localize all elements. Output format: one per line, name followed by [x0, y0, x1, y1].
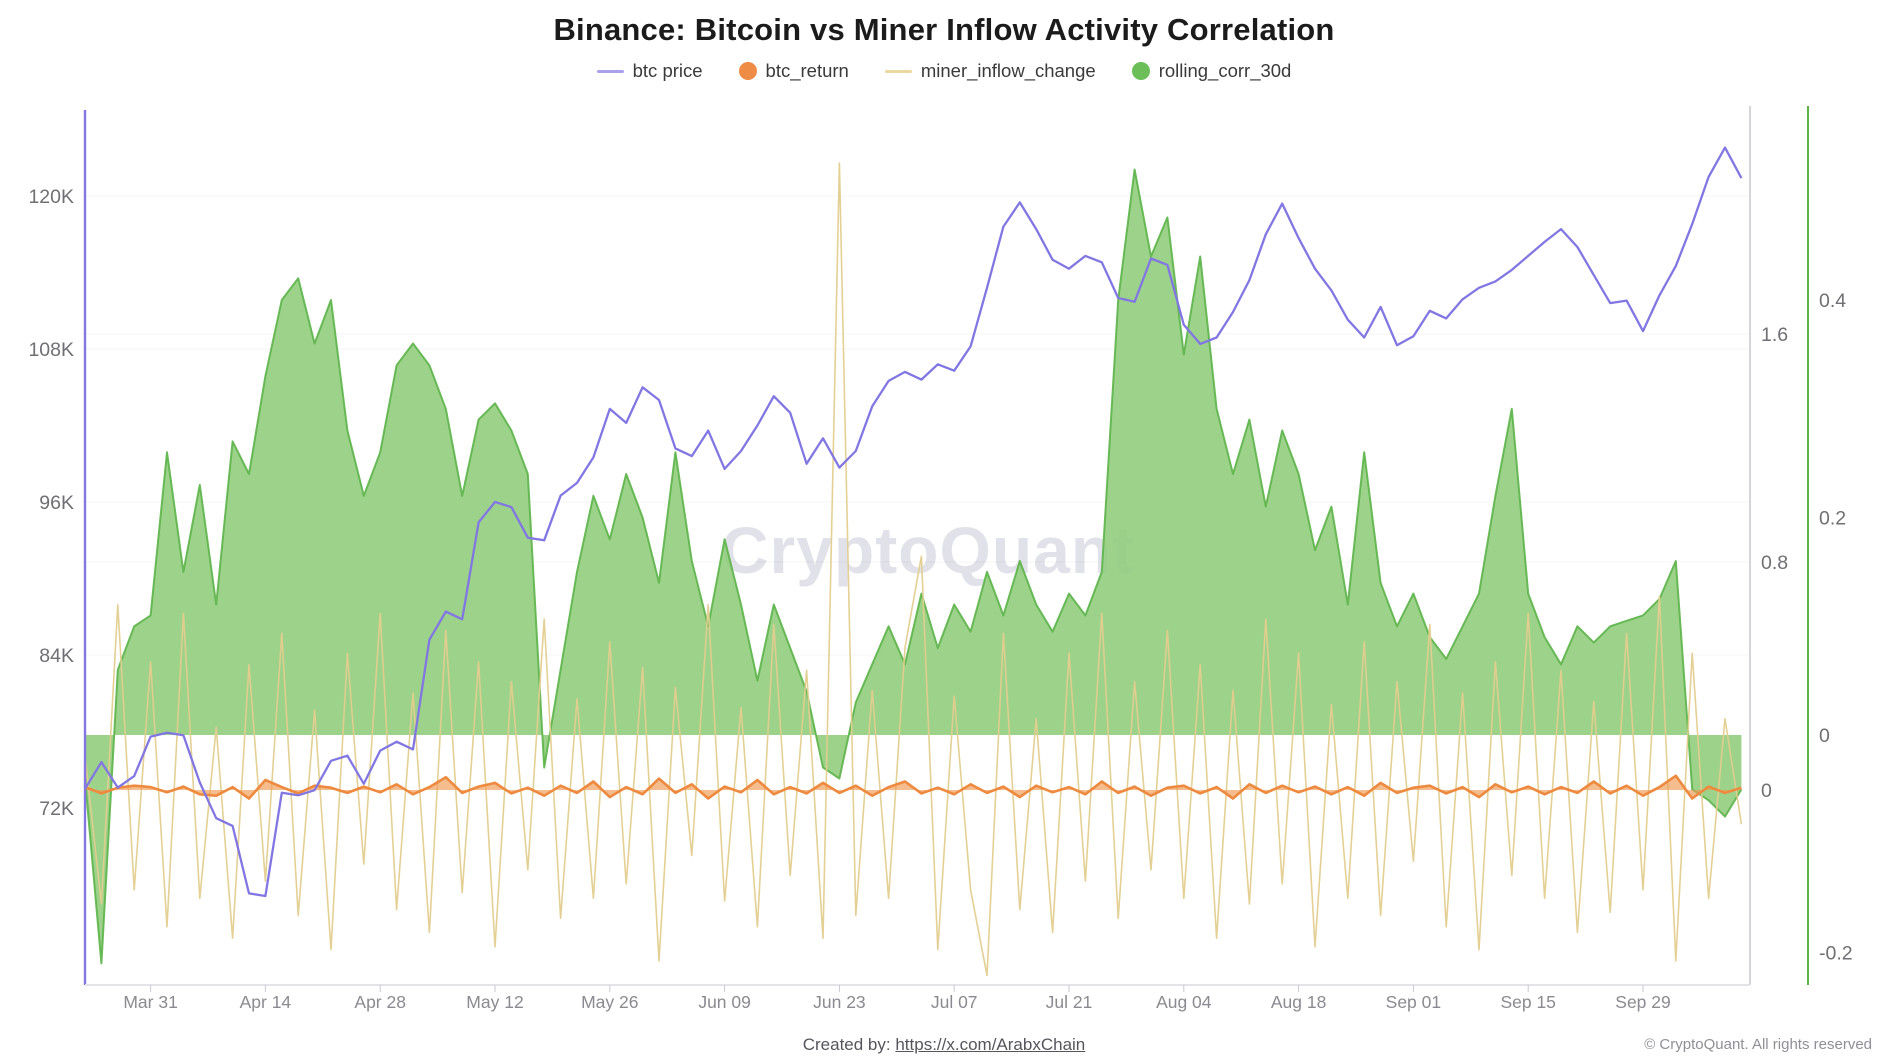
miner-inflow-line: [85, 162, 1743, 977]
btc-price-line: [85, 146, 1743, 898]
x-axis-tick-label: May 26: [581, 992, 638, 1012]
x-axis-tick-label: Aug 04: [1156, 992, 1212, 1012]
left-axis-tick-label: 108K: [28, 339, 74, 361]
left-axis-tick-label: 84K: [39, 645, 74, 667]
x-axis-tick-label: Jun 23: [813, 992, 866, 1012]
x-axis-tick-label: Mar 31: [123, 992, 177, 1012]
right-inner-axis-tick-label: 0.8: [1761, 552, 1788, 574]
right-outer-axis-tick-label: 0: [1819, 725, 1830, 747]
legend-item-btc-return[interactable]: btc_return: [738, 60, 849, 82]
right-outer-axis-tick-label: 0.4: [1819, 290, 1846, 312]
legend-item-rolling-corr-30d[interactable]: rolling_corr_30d: [1131, 60, 1292, 82]
legend-item-miner-inflow-change[interactable]: miner_inflow_change: [884, 60, 1096, 82]
btc-price-swatch-icon: [596, 69, 624, 73]
rolling-corr-30d-swatch-icon: [1131, 62, 1150, 80]
footer-copyright: © CryptoQuant. All rights reserved: [1644, 1036, 1872, 1053]
left-axis-labels: 72K 84K 96K 108K 120K: [28, 186, 74, 820]
left-axis-tick-label: 72K: [39, 798, 74, 820]
x-axis-tick-label: Jul 21: [1046, 992, 1093, 1012]
footer-link[interactable]: https://x.com/ArabxChain: [895, 1035, 1086, 1054]
x-axis-tick-label: Aug 18: [1271, 992, 1326, 1012]
btc-return-line: [85, 774, 1742, 800]
rolling-corr-line: [85, 168, 1743, 965]
legend-item-label: btc_return: [765, 60, 849, 81]
axes: [83, 106, 1809, 986]
legend-item-label: miner_inflow_change: [920, 60, 1096, 81]
miner-inflow-change-swatch-icon: [884, 69, 912, 73]
legend: btc price btc_return miner_inflow_change ro…: [0, 60, 1888, 82]
right-inner-axis-tick-label: 1.6: [1761, 324, 1788, 346]
left-axis-tick-label: 120K: [28, 186, 74, 208]
legend-item-btc-price[interactable]: btc price: [596, 60, 703, 82]
legend-item-label: rolling_corr_30d: [1158, 60, 1292, 81]
x-axis-tick-label: Apr 28: [354, 992, 406, 1012]
x-axis-tick-label: Jun 09: [698, 992, 751, 1012]
watermark: CryptoQuant: [721, 513, 1135, 587]
left-axis-tick-label: 96K: [39, 492, 74, 514]
right-inner-axis-tick-label: 0: [1761, 780, 1772, 802]
footer-credit-label: Created by:: [802, 1035, 891, 1054]
btc-return-swatch-icon: [738, 62, 757, 80]
x-axis-tick-label: May 12: [466, 992, 523, 1012]
right-outer-axis-tick-label: 0.2: [1819, 508, 1846, 530]
rolling-corr-area: [85, 169, 1742, 964]
x-axis-tick-label: Sep 01: [1386, 992, 1441, 1012]
x-axis-tick-label: Sep 15: [1500, 992, 1555, 1012]
plot-area: [85, 146, 1743, 977]
legend-item-label: btc price: [632, 60, 703, 81]
page-title: Binance: Bitcoin vs Miner Inflow Activit…: [553, 12, 1335, 47]
x-axis-tick-label: Apr 14: [240, 992, 292, 1012]
right-outer-axis-labels: -0.2 0 0.2 0.4: [1819, 290, 1853, 965]
x-axis-tick-label: Sep 29: [1615, 992, 1670, 1012]
right-outer-axis-tick-label: -0.2: [1819, 943, 1853, 965]
footer-credit: Created by: https://x.com/ArabxChain: [0, 1035, 1888, 1055]
x-axis-labels: Mar 31 Apr 14 Apr 28 May 12 May 26 Jun 09 Jun …: [123, 985, 1671, 1012]
right-inner-axis-labels: 0 0.8 1.6: [1761, 324, 1788, 802]
x-axis-tick-label: Jul 07: [931, 992, 978, 1012]
